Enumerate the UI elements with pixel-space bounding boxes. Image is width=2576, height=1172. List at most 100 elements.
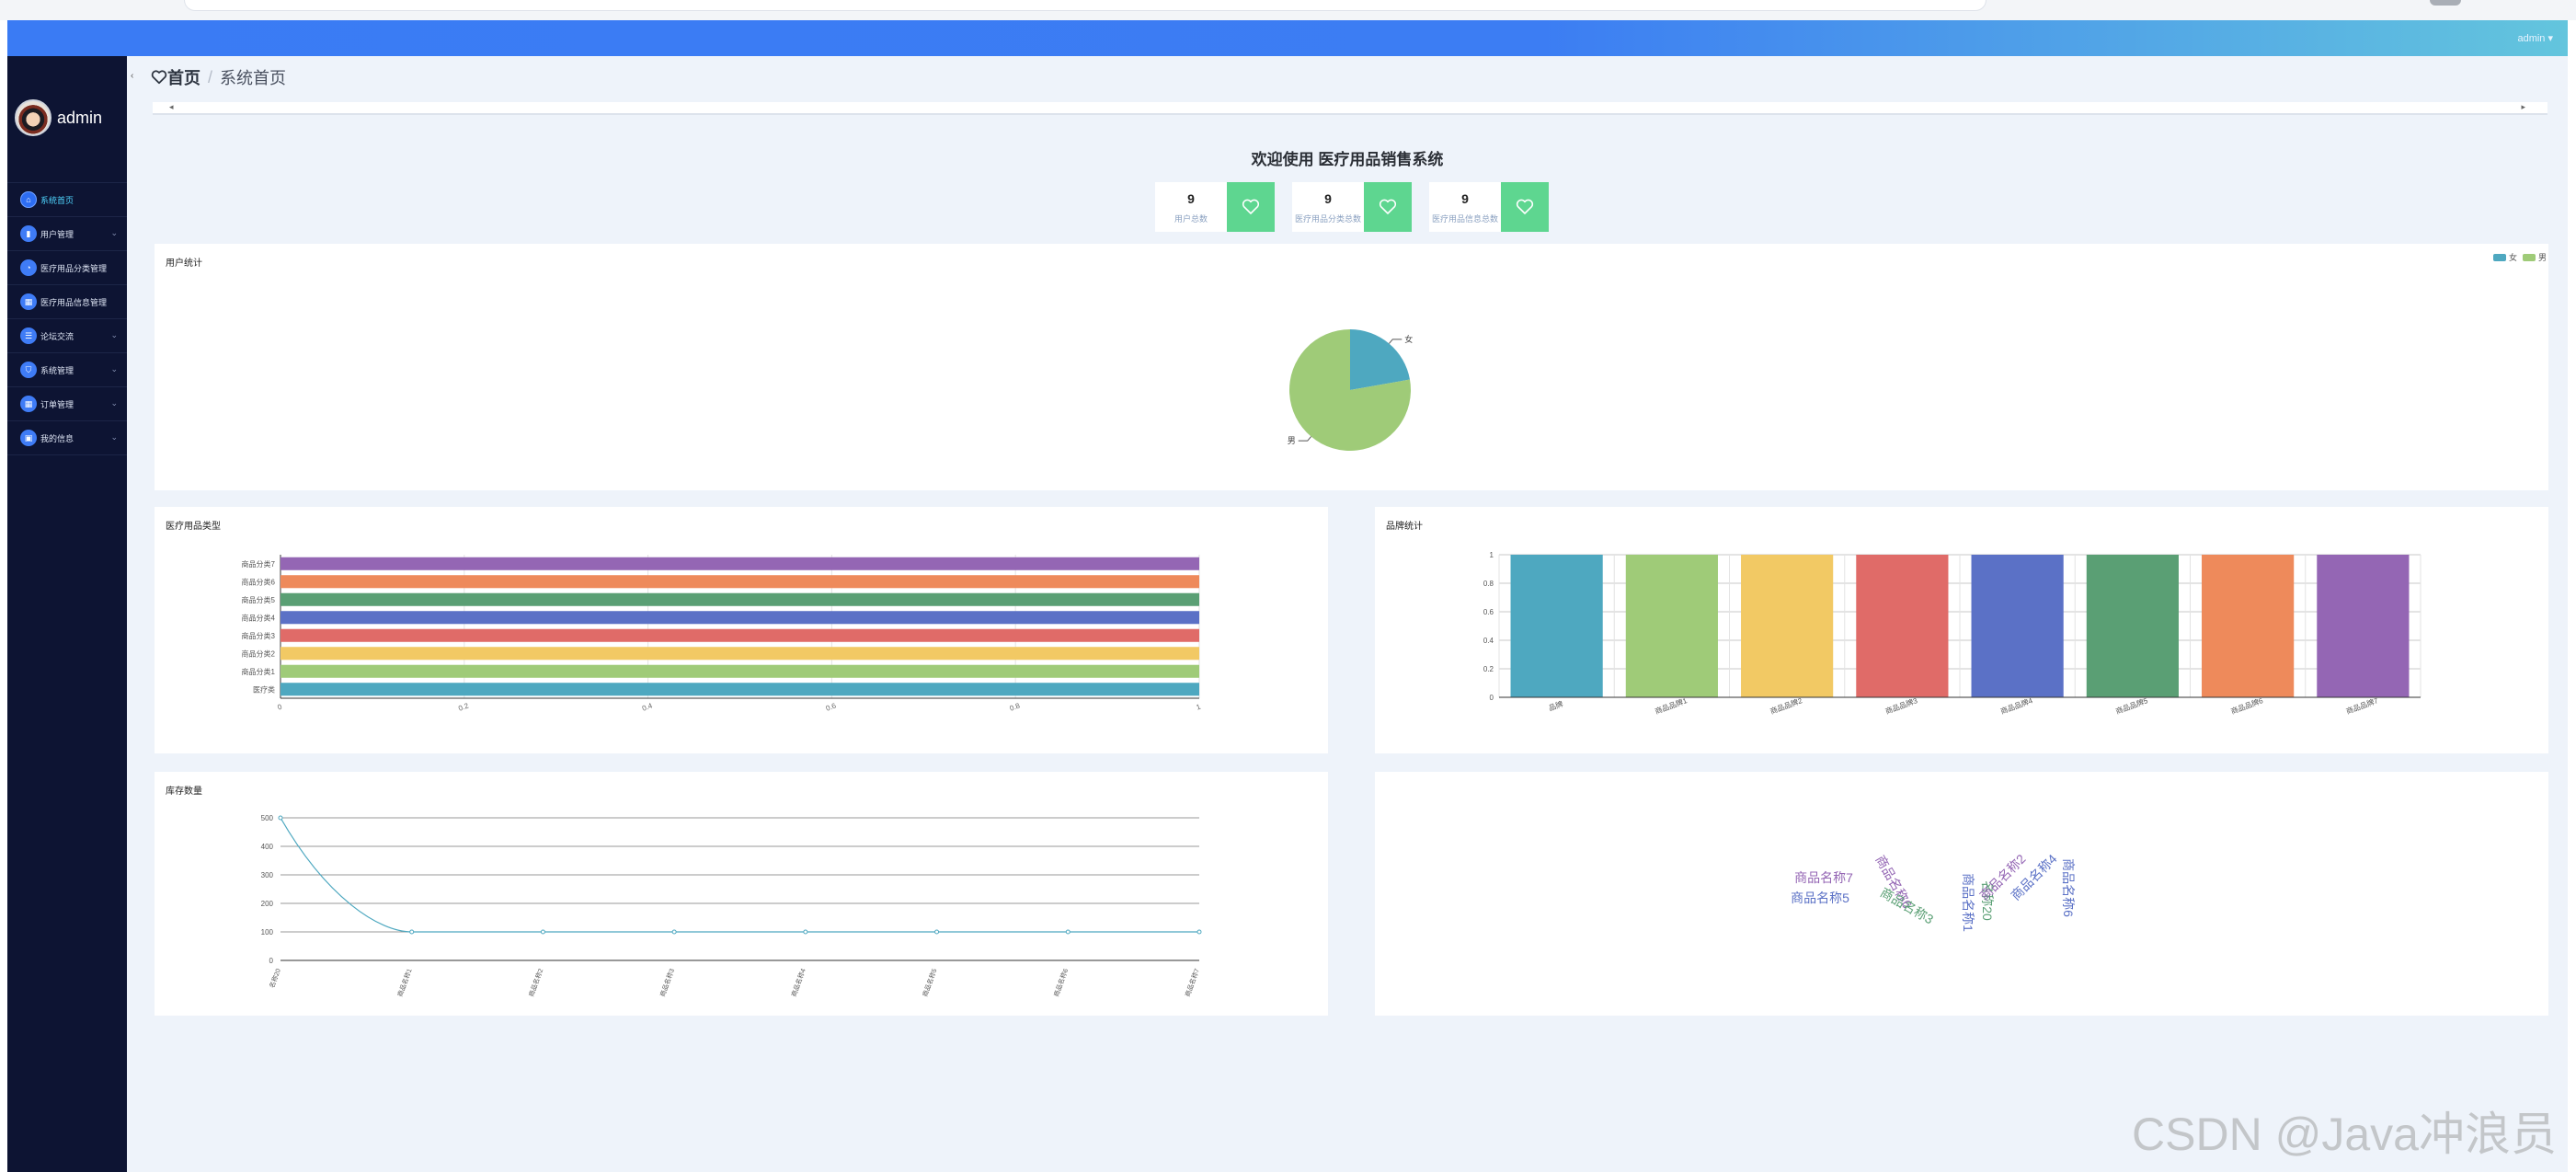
sidebar-item-profile[interactable]: ▣ 我的信息 ⌄ xyxy=(7,421,127,455)
bar xyxy=(280,683,1199,696)
y-tick-label: 300 xyxy=(261,871,274,879)
wordcloud-word: 商品名称6 xyxy=(2061,858,2076,917)
y-tick-label: 商品分类1 xyxy=(242,667,276,676)
sidebar-item-home[interactable]: ⌂ 系统首页 xyxy=(7,183,127,217)
order-icon: ▦ xyxy=(20,396,37,412)
y-tick-label: 商品分类5 xyxy=(242,595,276,604)
x-tick-label: 商品品牌6 xyxy=(2229,695,2264,716)
x-tick-label: 商品品牌1 xyxy=(1654,695,1689,716)
shield-icon: ⛉ xyxy=(20,362,37,378)
sidebar-item-products[interactable]: ▦ 医疗用品信息管理 xyxy=(7,285,127,319)
x-tick-label: 商品名称7 xyxy=(1184,968,1201,998)
browser-profile-icon[interactable] xyxy=(2430,0,2461,6)
bar xyxy=(1741,555,1834,697)
x-tick-label: 商品品牌4 xyxy=(1999,695,2034,716)
stat-card-products: 9 医疗用品信息总数 xyxy=(1429,182,1549,232)
sidebar-menu: ⌂ 系统首页 ▮ 用户管理 ⌄ ◔ 医疗用品分类管理 ▦ 医疗用品信息管理 ☰ … xyxy=(7,182,127,455)
legend-swatch xyxy=(2523,254,2536,261)
stat-label: 医疗用品分类总数 xyxy=(1294,214,1361,224)
bar xyxy=(1856,555,1949,697)
brand-stats-panel: 品牌统计 0 0.2 0.4 0.6 0.8 1 品牌 商品品牌1 商品品牌2 商品品牌3 商品品牌… xyxy=(1375,507,2548,753)
tabs-scroll-right-icon[interactable]: ▸ xyxy=(2521,102,2525,111)
x-tick-label: 商品品牌5 xyxy=(2114,695,2149,716)
wordcloud-word: 商品名称1 xyxy=(1961,873,1975,932)
sidebar-item-label: 医疗用品信息管理 xyxy=(40,297,108,307)
tabs-scroll-left-icon[interactable]: ◂ xyxy=(169,102,174,111)
stat-value: 9 xyxy=(1324,191,1332,206)
y-tick-label: 商品分类2 xyxy=(242,649,276,658)
bar xyxy=(280,592,1199,606)
user-icon: ▮ xyxy=(20,225,37,242)
x-tick-label: 商品名称3 xyxy=(658,968,676,998)
grid-icon: ▦ xyxy=(20,293,37,310)
data-point xyxy=(671,929,677,935)
bar xyxy=(2317,555,2410,697)
y-tick-label: 0.2 xyxy=(1483,665,1494,673)
y-tick-label: 200 xyxy=(261,900,274,908)
x-tick-label: 名称20 xyxy=(268,968,282,990)
stat-value: 9 xyxy=(1187,191,1195,206)
x-tick-label: 0.6 xyxy=(825,701,838,712)
y-tick-label: 0 xyxy=(1490,694,1494,702)
breadcrumb-current: 系统首页 xyxy=(220,69,287,87)
wordcloud-word: 商品名称5 xyxy=(1791,890,1849,905)
stat-card-users: 9 用户总数 xyxy=(1155,182,1275,232)
x-tick-label: 商品名称1 xyxy=(395,968,413,998)
sidebar-item-label: 订单管理 xyxy=(40,399,74,409)
x-tick-label: 商品品牌2 xyxy=(1769,695,1803,716)
bar xyxy=(280,647,1199,661)
bar xyxy=(280,611,1199,625)
x-tick-label: 商品品牌7 xyxy=(2345,695,2380,716)
avatar xyxy=(15,99,52,136)
x-tick-label: 商品名称6 xyxy=(1052,968,1070,998)
sidebar-item-category[interactable]: ◔ 医疗用品分类管理 xyxy=(7,251,127,285)
user-dropdown[interactable]: admin ▾ xyxy=(2517,33,2553,44)
sidebar-item-users[interactable]: ▮ 用户管理 ⌄ xyxy=(7,217,127,251)
y-tick-label: 0 xyxy=(269,957,274,965)
user-stats-panel: 用户统计 女男女男 xyxy=(155,244,2548,490)
breadcrumb: 首页 / 系统首页 xyxy=(151,65,286,89)
y-tick-label: 100 xyxy=(261,928,274,936)
sidebar-item-label: 系统管理 xyxy=(40,365,74,375)
breadcrumb-home[interactable]: 首页 xyxy=(151,65,200,89)
bar xyxy=(280,575,1199,589)
chevron-down-icon: ⌄ xyxy=(110,364,118,373)
y-tick-label: 0.8 xyxy=(1483,580,1494,588)
pie-label: 女 xyxy=(1404,334,1413,344)
heart-icon xyxy=(1364,182,1412,232)
sidebar-item-label: 系统首页 xyxy=(40,195,74,205)
main-content: ‹ 首页 / 系统首页 ◂ ▸ 欢迎使用 医疗用品销售系统 9 用户总数 9 医… xyxy=(127,56,2568,1172)
stat-label: 医疗用品信息总数 xyxy=(1431,214,1498,224)
sidebar-item-label: 我的信息 xyxy=(40,433,74,443)
sidebar-item-system[interactable]: ⛉ 系统管理 ⌄ xyxy=(7,353,127,387)
bar xyxy=(1510,555,1603,697)
user-pie-chart: 女男女男 xyxy=(1288,252,2547,451)
stat-value: 9 xyxy=(1461,191,1469,206)
y-tick-label: 商品分类6 xyxy=(242,577,276,586)
address-bar[interactable] xyxy=(184,0,1986,11)
chevron-down-icon: ⌄ xyxy=(110,330,118,339)
y-tick-label: 医疗类 xyxy=(253,684,275,694)
collapse-sidebar-icon[interactable]: ‹ xyxy=(131,71,134,81)
pie-label-line xyxy=(1389,339,1402,344)
data-point xyxy=(1196,929,1202,935)
bar xyxy=(1625,555,1718,697)
chevron-down-icon: ⌄ xyxy=(110,398,118,408)
x-tick-label: 0.2 xyxy=(457,701,470,712)
y-tick-label: 500 xyxy=(261,814,274,822)
x-tick-label: 0.4 xyxy=(641,701,654,712)
top-header: admin ▾ xyxy=(7,20,2568,56)
sidebar-item-orders[interactable]: ▦ 订单管理 ⌄ xyxy=(7,387,127,421)
wordcloud-word: 名称20 xyxy=(1980,880,1995,921)
data-point xyxy=(278,815,283,821)
browser-chrome xyxy=(0,0,2576,20)
pie-label: 男 xyxy=(1288,436,1296,445)
sidebar-profile: admin xyxy=(15,99,102,136)
breadcrumb-separator: / xyxy=(208,67,213,86)
bar xyxy=(280,557,1199,570)
sidebar-item-forum[interactable]: ☰ 论坛交流 ⌄ xyxy=(7,319,127,353)
x-tick-label: 商品名称2 xyxy=(527,968,544,998)
y-tick-label: 1 xyxy=(1490,551,1494,559)
stat-card-categories: 9 医疗用品分类总数 xyxy=(1292,182,1412,232)
